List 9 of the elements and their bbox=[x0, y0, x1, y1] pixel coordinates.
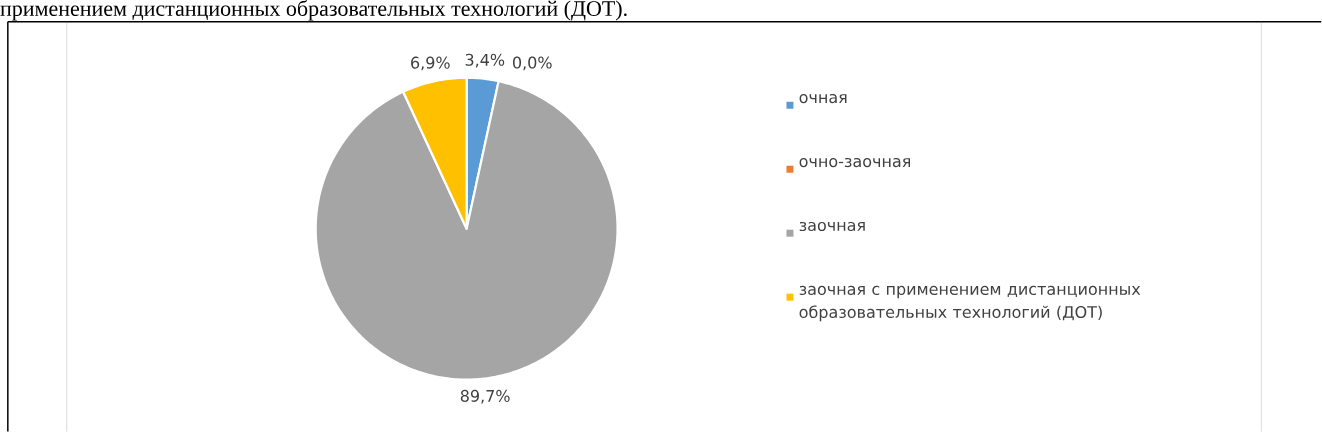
text: 0,0% bbox=[512, 56, 552, 71]
legend-label: очно-заочная bbox=[799, 157, 911, 167]
legend-label: очная bbox=[799, 93, 847, 103]
legend-label: заочная с применением дистанционных образовательных технологий (ДОТ) bbox=[799, 285, 1141, 321]
legend-label: заочная bbox=[799, 221, 865, 231]
text: применением дистанционных образовательных технологий (ДОТ). bbox=[0, 0, 627, 21]
data-label: 89,7% bbox=[460, 389, 510, 404]
data-label: 3,4% bbox=[465, 53, 505, 68]
data-label: 6,9% bbox=[411, 56, 450, 71]
